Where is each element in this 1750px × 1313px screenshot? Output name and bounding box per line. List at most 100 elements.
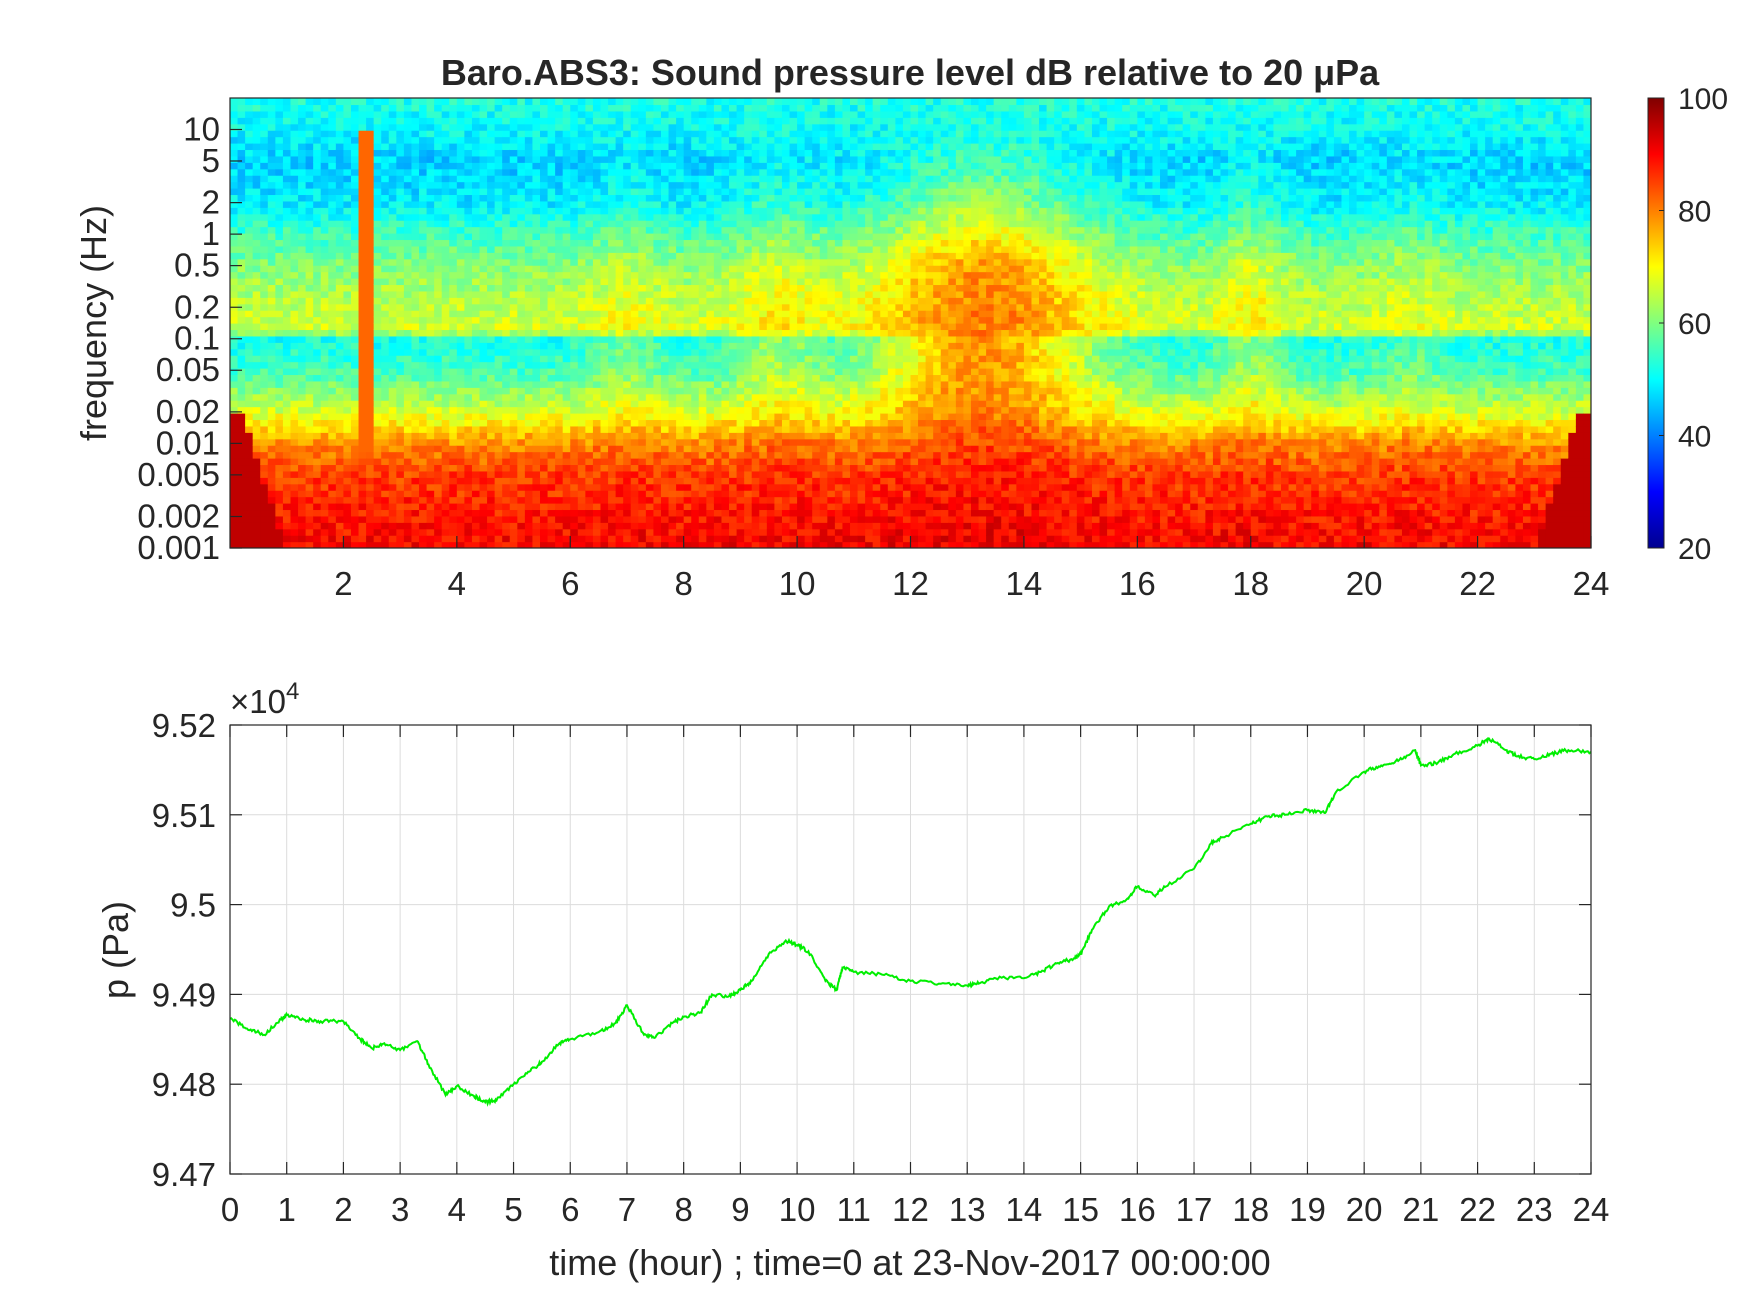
spectrogram-cell [517, 194, 526, 202]
spectrogram-cell [388, 310, 397, 318]
spectrogram-cell [373, 98, 382, 106]
spectrogram-cell [600, 470, 609, 478]
spectrogram-cell [608, 515, 617, 523]
spectrogram-cell [426, 515, 435, 523]
spectrogram-cell [623, 535, 632, 543]
spectrogram-cell [358, 200, 367, 208]
spectrogram-cell [456, 503, 465, 511]
spectrogram-cell [313, 355, 322, 363]
spectrogram-cell [464, 155, 473, 163]
spectrogram-cell [237, 310, 246, 318]
spectrogram-cell [320, 271, 329, 279]
spectrogram-cell [547, 239, 556, 247]
spectrogram-cell [388, 123, 397, 131]
spectrogram-cell [706, 143, 715, 151]
spectrogram-cell [502, 541, 511, 548]
spectrogram-cell [282, 509, 292, 517]
spectrogram-cell [343, 419, 352, 427]
spectrogram-cell [608, 188, 617, 196]
spectrogram-cell [298, 470, 307, 478]
spectrogram-cell [577, 535, 586, 543]
spectrogram-cell [638, 130, 647, 138]
spectrogram-cell [517, 303, 526, 311]
spectrogram-cell [570, 110, 579, 118]
spectrogram-cell [660, 425, 670, 433]
spectrogram-cell [403, 265, 413, 273]
spectrogram-cell [419, 136, 428, 144]
spectrogram-cell [540, 535, 549, 543]
spectrogram-cell [509, 335, 518, 343]
spectrogram-cell [766, 445, 775, 453]
spectrogram-cell [230, 329, 239, 337]
spectrogram-cell [751, 162, 760, 170]
spectrogram-cell [366, 258, 375, 266]
spectrogram-cell [335, 303, 345, 311]
spectrogram-cell [532, 438, 541, 446]
spectrogram-cell [373, 355, 382, 363]
spectrogram-cell [562, 541, 571, 548]
spectrogram-cell [494, 438, 503, 446]
spectrogram-cell [479, 509, 488, 517]
spectrogram-cell [479, 143, 488, 151]
spectrogram-cell [691, 541, 700, 548]
spectrogram-cell [706, 522, 715, 530]
spectrogram-cell [683, 258, 692, 266]
spectrogram-cell [608, 503, 617, 511]
spectrogram-cell [298, 361, 307, 369]
spectrogram-cell [744, 406, 753, 414]
spectrogram-cell [729, 323, 738, 331]
spectrogram-cell [532, 323, 541, 331]
spectrogram-cell [426, 323, 435, 331]
spectrogram-cell [403, 477, 413, 485]
spectrogram-cell [343, 303, 352, 311]
spectrogram-cell [313, 233, 322, 241]
spectrogram-cell [540, 413, 549, 421]
spectrogram-cell [230, 110, 239, 118]
spectrogram-cell [479, 110, 488, 118]
spectrogram-cell [388, 239, 397, 247]
spectrogram-cell [645, 503, 655, 511]
spectrogram-cell [729, 233, 738, 241]
spectrogram-cell [600, 162, 609, 170]
spectrogram-cell [555, 303, 564, 311]
spectrogram-cell [381, 335, 390, 343]
spectrogram-cell [502, 98, 511, 106]
spectrogram-cell [313, 188, 322, 196]
spectrogram-cell [660, 316, 670, 324]
spectrogram-cell [713, 432, 723, 440]
spectrogram-cell [736, 361, 745, 369]
spectrogram-cell [479, 464, 488, 472]
spectrogram-cell [267, 528, 276, 536]
spectrogram-cell [275, 123, 284, 131]
spectrogram-cell [267, 200, 276, 208]
spectrogram-cell [509, 496, 518, 504]
spectrogram-cell [267, 348, 276, 356]
spectrogram-cell [471, 490, 481, 498]
spectrogram-cell [245, 355, 254, 363]
spectrogram-cell [630, 290, 639, 298]
spectrogram-cell [706, 387, 715, 395]
spectrogram-cell [396, 130, 405, 138]
spectrogram-cell [562, 123, 571, 131]
spectrogram-cell [683, 252, 692, 260]
spectrogram-cell [766, 432, 775, 440]
spectrogram-cell [502, 117, 511, 125]
spectrogram-cell [366, 503, 375, 511]
spectrogram-cell [555, 130, 564, 138]
spectrogram-cell [441, 323, 450, 331]
spectrogram-cell [471, 233, 481, 241]
spectrogram-cell [615, 509, 624, 517]
spectrogram-cell [517, 290, 526, 298]
spectrogram-cell [298, 503, 307, 511]
spectrogram-cell [350, 335, 360, 343]
spectrogram-cell [388, 220, 397, 228]
spectrogram-cell [540, 323, 549, 331]
spectrogram-cell [275, 284, 284, 292]
spectrogram-cell [555, 252, 564, 260]
spectrogram-cell [464, 387, 473, 395]
spectrogram-cell [592, 438, 602, 446]
spectrogram-cell [335, 265, 345, 273]
spectrogram-cell [449, 310, 458, 318]
spectrogram-cell [350, 342, 360, 350]
